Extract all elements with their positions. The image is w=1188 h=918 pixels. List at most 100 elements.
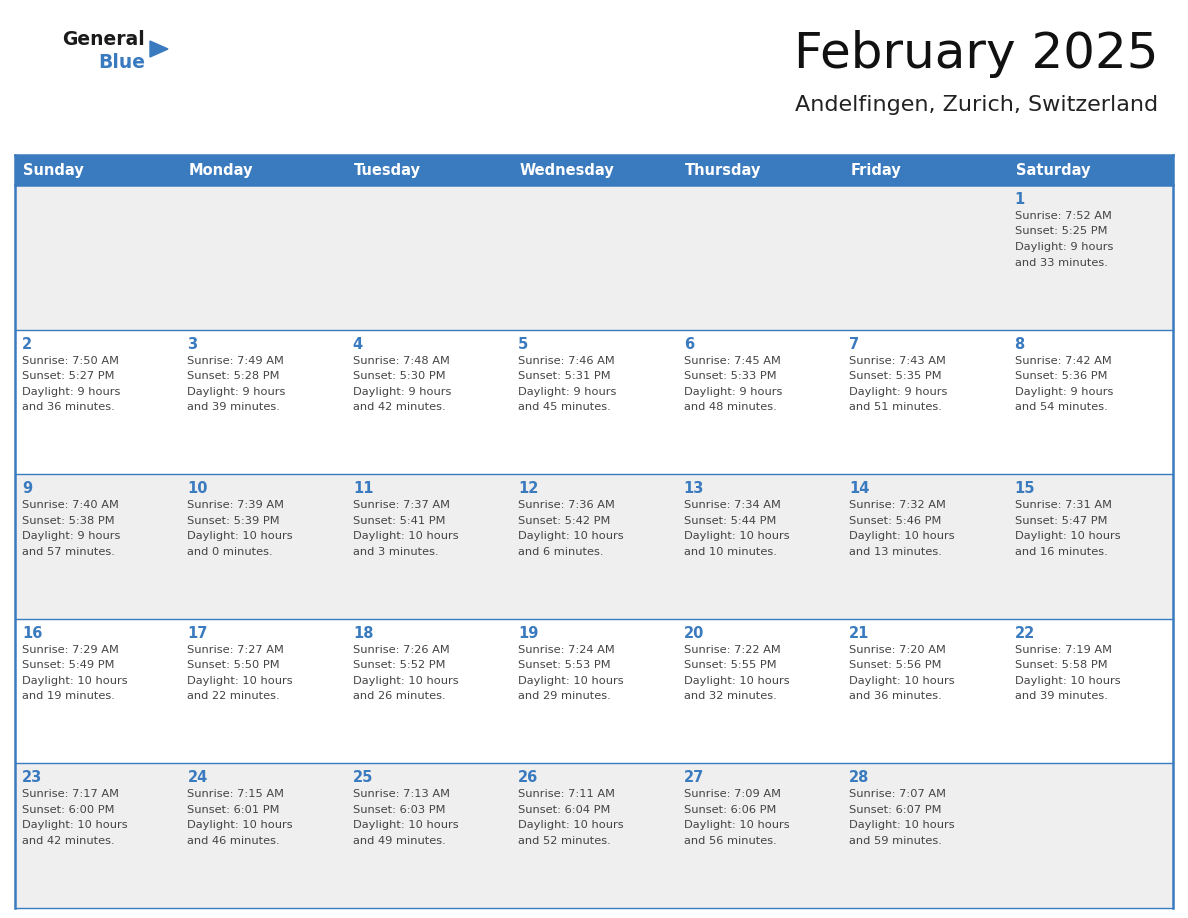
Text: 10: 10 [188,481,208,497]
Text: Daylight: 10 hours: Daylight: 10 hours [684,532,789,542]
Text: February 2025: February 2025 [794,30,1158,78]
Bar [842,330,1007,475]
Bar [15,764,181,908]
Text: Sunday: Sunday [23,162,83,177]
Text: and 39 minutes.: and 39 minutes. [1015,691,1107,701]
Text: Sunrise: 7:26 AM: Sunrise: 7:26 AM [353,644,449,655]
Text: 7: 7 [849,337,859,352]
Text: 8: 8 [1015,337,1025,352]
Bar [511,155,677,185]
Bar [346,619,511,764]
Bar [511,330,677,475]
Bar [346,185,511,330]
Bar [677,185,842,330]
Bar [181,764,346,908]
Text: Sunset: 5:38 PM: Sunset: 5:38 PM [23,516,114,526]
Text: Sunrise: 7:49 AM: Sunrise: 7:49 AM [188,355,284,365]
Bar [346,764,511,908]
Text: 23: 23 [23,770,43,786]
Text: Friday: Friday [851,162,901,177]
Text: Sunrise: 7:29 AM: Sunrise: 7:29 AM [23,644,119,655]
Text: Sunrise: 7:27 AM: Sunrise: 7:27 AM [188,644,284,655]
Bar [511,764,677,908]
Bar [1007,155,1173,185]
Bar [511,185,677,330]
Text: Daylight: 10 hours: Daylight: 10 hours [188,532,293,542]
Bar [181,475,346,619]
Bar [842,475,1007,619]
Text: Sunrise: 7:31 AM: Sunrise: 7:31 AM [1015,500,1112,510]
Text: Blue: Blue [97,53,145,72]
Text: Sunrise: 7:52 AM: Sunrise: 7:52 AM [1015,211,1112,221]
Text: Tuesday: Tuesday [354,162,421,177]
Text: Daylight: 10 hours: Daylight: 10 hours [353,676,459,686]
Text: Sunrise: 7:34 AM: Sunrise: 7:34 AM [684,500,781,510]
Text: and 13 minutes.: and 13 minutes. [849,547,942,556]
Text: 24: 24 [188,770,208,786]
Bar [511,619,677,764]
Text: 19: 19 [518,626,538,641]
Text: and 36 minutes.: and 36 minutes. [849,691,942,701]
Text: Daylight: 10 hours: Daylight: 10 hours [518,821,624,831]
Text: and 42 minutes.: and 42 minutes. [353,402,446,412]
Text: and 54 minutes.: and 54 minutes. [1015,402,1107,412]
Text: Sunset: 5:53 PM: Sunset: 5:53 PM [518,660,611,670]
Text: and 36 minutes.: and 36 minutes. [23,402,115,412]
Text: Daylight: 9 hours: Daylight: 9 hours [849,386,948,397]
Bar [677,619,842,764]
Text: Sunset: 5:49 PM: Sunset: 5:49 PM [23,660,114,670]
Text: Sunrise: 7:43 AM: Sunrise: 7:43 AM [849,355,946,365]
Text: 14: 14 [849,481,870,497]
Text: Sunset: 5:46 PM: Sunset: 5:46 PM [849,516,942,526]
Text: and 3 minutes.: and 3 minutes. [353,547,438,556]
Polygon shape [150,41,168,57]
Text: Sunset: 5:31 PM: Sunset: 5:31 PM [518,371,611,381]
Text: and 32 minutes.: and 32 minutes. [684,691,777,701]
Text: 13: 13 [684,481,704,497]
Text: 18: 18 [353,626,373,641]
Text: Sunrise: 7:39 AM: Sunrise: 7:39 AM [188,500,284,510]
Bar [15,475,181,619]
Bar [1007,619,1173,764]
Text: and 42 minutes.: and 42 minutes. [23,836,114,845]
Text: Daylight: 10 hours: Daylight: 10 hours [849,821,955,831]
Text: 4: 4 [353,337,364,352]
Text: Sunset: 6:07 PM: Sunset: 6:07 PM [849,805,942,815]
Text: 15: 15 [1015,481,1035,497]
Bar [1007,475,1173,619]
Text: Sunset: 5:39 PM: Sunset: 5:39 PM [188,516,280,526]
Text: 12: 12 [518,481,538,497]
Text: and 16 minutes.: and 16 minutes. [1015,547,1107,556]
Text: and 29 minutes.: and 29 minutes. [518,691,611,701]
Bar [842,185,1007,330]
Text: Andelfingen, Zurich, Switzerland: Andelfingen, Zurich, Switzerland [795,95,1158,115]
Text: Daylight: 9 hours: Daylight: 9 hours [1015,386,1113,397]
Text: Daylight: 10 hours: Daylight: 10 hours [23,821,127,831]
Bar [842,155,1007,185]
Text: Daylight: 9 hours: Daylight: 9 hours [23,386,120,397]
Text: Sunrise: 7:24 AM: Sunrise: 7:24 AM [518,644,615,655]
Bar [181,619,346,764]
Text: Daylight: 10 hours: Daylight: 10 hours [518,676,624,686]
Text: Sunrise: 7:17 AM: Sunrise: 7:17 AM [23,789,119,800]
Text: 11: 11 [353,481,373,497]
Bar [1007,764,1173,908]
Text: Sunrise: 7:32 AM: Sunrise: 7:32 AM [849,500,946,510]
Text: Sunset: 5:28 PM: Sunset: 5:28 PM [188,371,280,381]
Text: Sunrise: 7:50 AM: Sunrise: 7:50 AM [23,355,119,365]
Text: Sunset: 5:52 PM: Sunset: 5:52 PM [353,660,446,670]
Text: and 6 minutes.: and 6 minutes. [518,547,604,556]
Text: 28: 28 [849,770,870,786]
Text: Sunrise: 7:48 AM: Sunrise: 7:48 AM [353,355,450,365]
Text: Sunrise: 7:22 AM: Sunrise: 7:22 AM [684,644,781,655]
Text: Daylight: 10 hours: Daylight: 10 hours [353,821,459,831]
Text: 26: 26 [518,770,538,786]
Bar [1007,185,1173,330]
Text: Saturday: Saturday [1016,162,1091,177]
Text: 25: 25 [353,770,373,786]
Text: Sunset: 5:55 PM: Sunset: 5:55 PM [684,660,776,670]
Text: 21: 21 [849,626,870,641]
Text: Sunset: 5:56 PM: Sunset: 5:56 PM [849,660,942,670]
Bar [677,330,842,475]
Bar [842,619,1007,764]
